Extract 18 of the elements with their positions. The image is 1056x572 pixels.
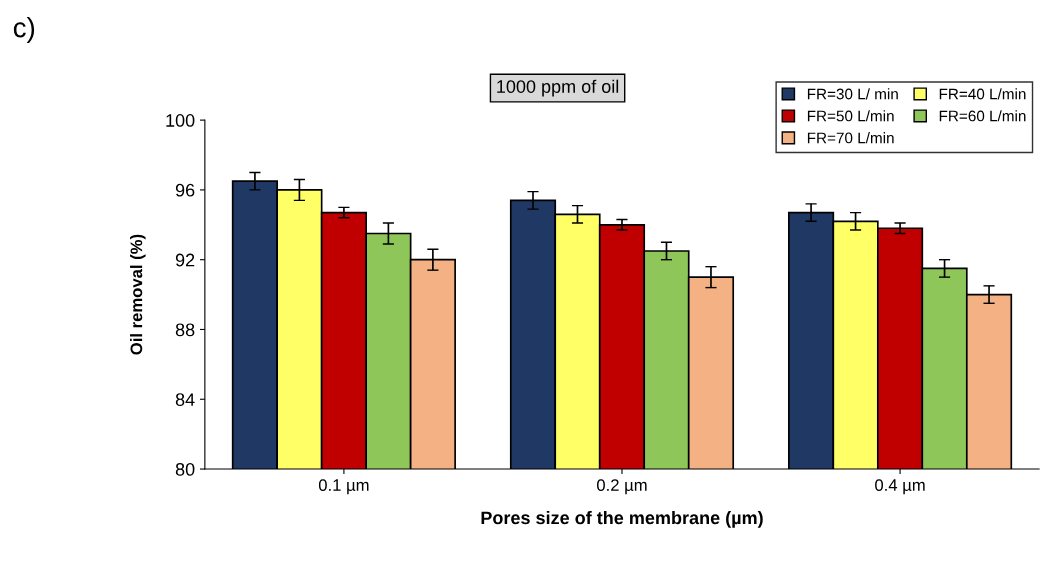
text: c) — [13, 17, 35, 43]
x-tick-label: 0.4 µm — [875, 479, 925, 495]
y-tick-label: 84 — [175, 393, 195, 406]
x-axis-title: Pores size of the membrane (µm) — [481, 510, 763, 528]
legend-label: FR=60 L/min — [939, 110, 1026, 122]
x-tick-label: 0.2 µm — [596, 479, 647, 495]
y-tick-label: 96 — [175, 183, 195, 197]
legend-label: FR=30 L/ min — [807, 88, 898, 100]
legend-label: FR=70 L/min — [807, 132, 894, 144]
y-tick-label: 92 — [175, 253, 195, 267]
x-tick-label: 0.1 µm — [318, 479, 369, 495]
legend-label: FR=50 L/min — [807, 110, 894, 122]
y-tick-label: 88 — [175, 323, 195, 337]
y-tick-label: 80 — [175, 462, 195, 476]
text: 1000 ppm of oil — [497, 79, 619, 97]
legend-label: FR=40 L/min — [939, 88, 1026, 100]
y-axis-title: Oil removal (%) — [130, 234, 146, 355]
y-tick-label: 100 — [166, 114, 195, 127]
